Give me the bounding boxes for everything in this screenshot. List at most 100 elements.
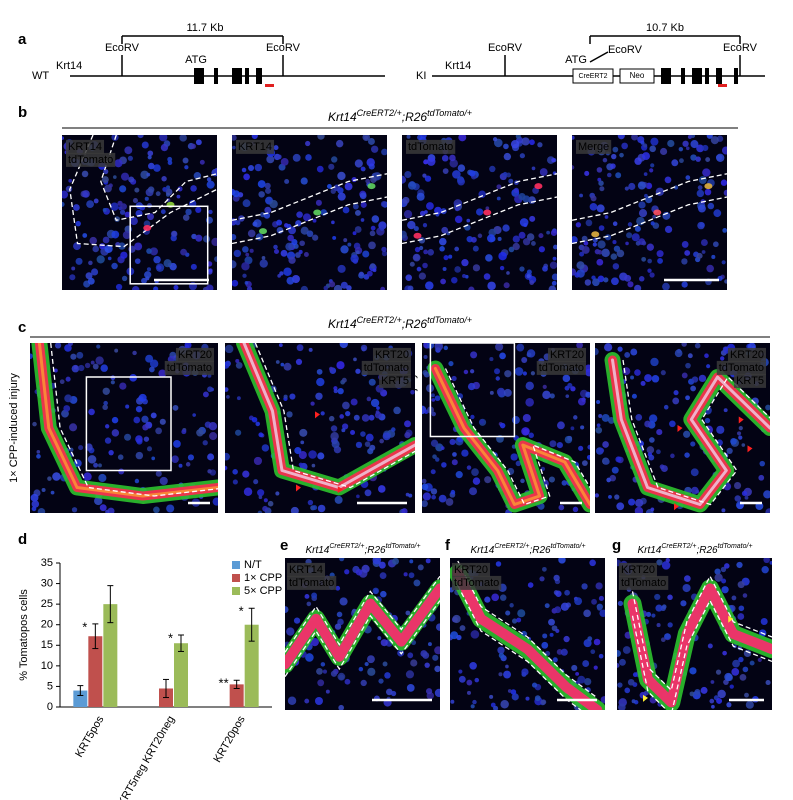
labelled-cell — [591, 231, 600, 238]
site-label: EcoRV — [723, 42, 758, 54]
nucleus — [244, 281, 249, 285]
nucleus — [739, 673, 747, 681]
nucleus — [630, 348, 638, 356]
nucleus — [214, 167, 217, 173]
nucleus — [443, 345, 449, 351]
stain-label: tdTomato — [621, 577, 666, 589]
nucleus — [308, 347, 313, 352]
nucleus — [202, 440, 208, 446]
nucleus — [96, 255, 105, 264]
nucleus — [704, 353, 709, 359]
nucleus — [143, 436, 150, 442]
nucleus — [499, 265, 505, 271]
basement-line — [444, 368, 590, 506]
nucleus — [103, 400, 108, 406]
nucleus — [721, 508, 726, 513]
nucleus — [142, 424, 149, 431]
nucleus — [738, 656, 744, 663]
panel-label: b — [18, 104, 27, 121]
nucleus — [172, 404, 179, 411]
nucleus — [423, 354, 428, 359]
nucleus — [377, 636, 382, 641]
nucleus — [71, 507, 78, 513]
nucleus — [379, 438, 384, 444]
nucleus — [94, 496, 103, 506]
significance-label: * — [239, 604, 244, 619]
panel-label: a — [18, 31, 27, 48]
nucleus — [570, 426, 575, 431]
nucleus — [32, 421, 37, 427]
nucleus — [120, 203, 127, 210]
nucleus — [365, 178, 370, 184]
probe — [718, 84, 727, 87]
nucleus — [737, 613, 745, 620]
nucleus — [564, 589, 570, 596]
nucleus — [516, 343, 525, 352]
nucleus — [100, 364, 108, 372]
nucleus — [672, 397, 680, 405]
nucleus — [409, 559, 414, 564]
nucleus — [726, 702, 732, 708]
nucleus — [135, 451, 144, 460]
nucleus — [185, 462, 191, 467]
nucleus — [65, 376, 71, 382]
labelled-cell — [413, 232, 422, 239]
nucleus — [132, 350, 137, 356]
nucleus — [567, 382, 573, 388]
nucleus — [99, 504, 107, 512]
nucleus — [146, 267, 152, 272]
nucleus — [736, 431, 742, 436]
nucleus — [299, 240, 305, 247]
nucleus — [342, 401, 350, 410]
arrowhead — [296, 484, 301, 492]
nucleus — [765, 679, 771, 686]
nucleus — [472, 477, 481, 485]
nucleus — [402, 230, 407, 239]
nucleus — [135, 435, 143, 443]
nucleus — [360, 679, 367, 687]
nucleus — [122, 230, 131, 240]
nucleus — [552, 244, 557, 250]
nucleus — [579, 193, 583, 198]
nucleus — [744, 495, 749, 500]
nucleus — [232, 469, 238, 475]
allele-name: WT — [32, 70, 49, 82]
legend-label: 5× CPP — [244, 585, 282, 597]
nucleus — [423, 159, 428, 165]
nucleus — [538, 246, 545, 253]
nucleus — [114, 348, 119, 353]
nucleus — [459, 625, 466, 631]
nucleus — [631, 393, 637, 399]
stain-label: KRT20 — [178, 349, 212, 361]
nucleus — [599, 448, 605, 453]
nucleus — [450, 631, 459, 640]
nucleus — [471, 468, 479, 476]
nucleus — [380, 590, 387, 598]
nucleus — [696, 252, 703, 259]
nucleus — [558, 504, 565, 511]
nucleus — [147, 150, 154, 157]
nucleus — [317, 135, 325, 140]
y-tick-label: 20 — [41, 619, 53, 631]
nucleus — [655, 604, 663, 612]
nucleus — [342, 206, 350, 214]
nucleus — [261, 444, 270, 452]
nucleus — [528, 432, 534, 438]
nucleus — [521, 427, 530, 436]
nucleus — [642, 152, 651, 161]
nucleus — [166, 504, 175, 513]
micrograph — [422, 343, 590, 513]
nucleus — [410, 390, 415, 395]
nucleus — [466, 679, 473, 686]
nucleus — [92, 245, 100, 253]
nucleus — [305, 653, 314, 662]
nucleus — [345, 410, 351, 417]
nucleus — [372, 268, 377, 273]
nucleus — [334, 623, 342, 630]
nucleus — [617, 650, 621, 657]
nucleus — [534, 695, 541, 702]
nucleus — [442, 267, 447, 272]
nucleus — [612, 240, 617, 245]
nucleus — [722, 650, 727, 656]
nucleus — [647, 258, 652, 264]
